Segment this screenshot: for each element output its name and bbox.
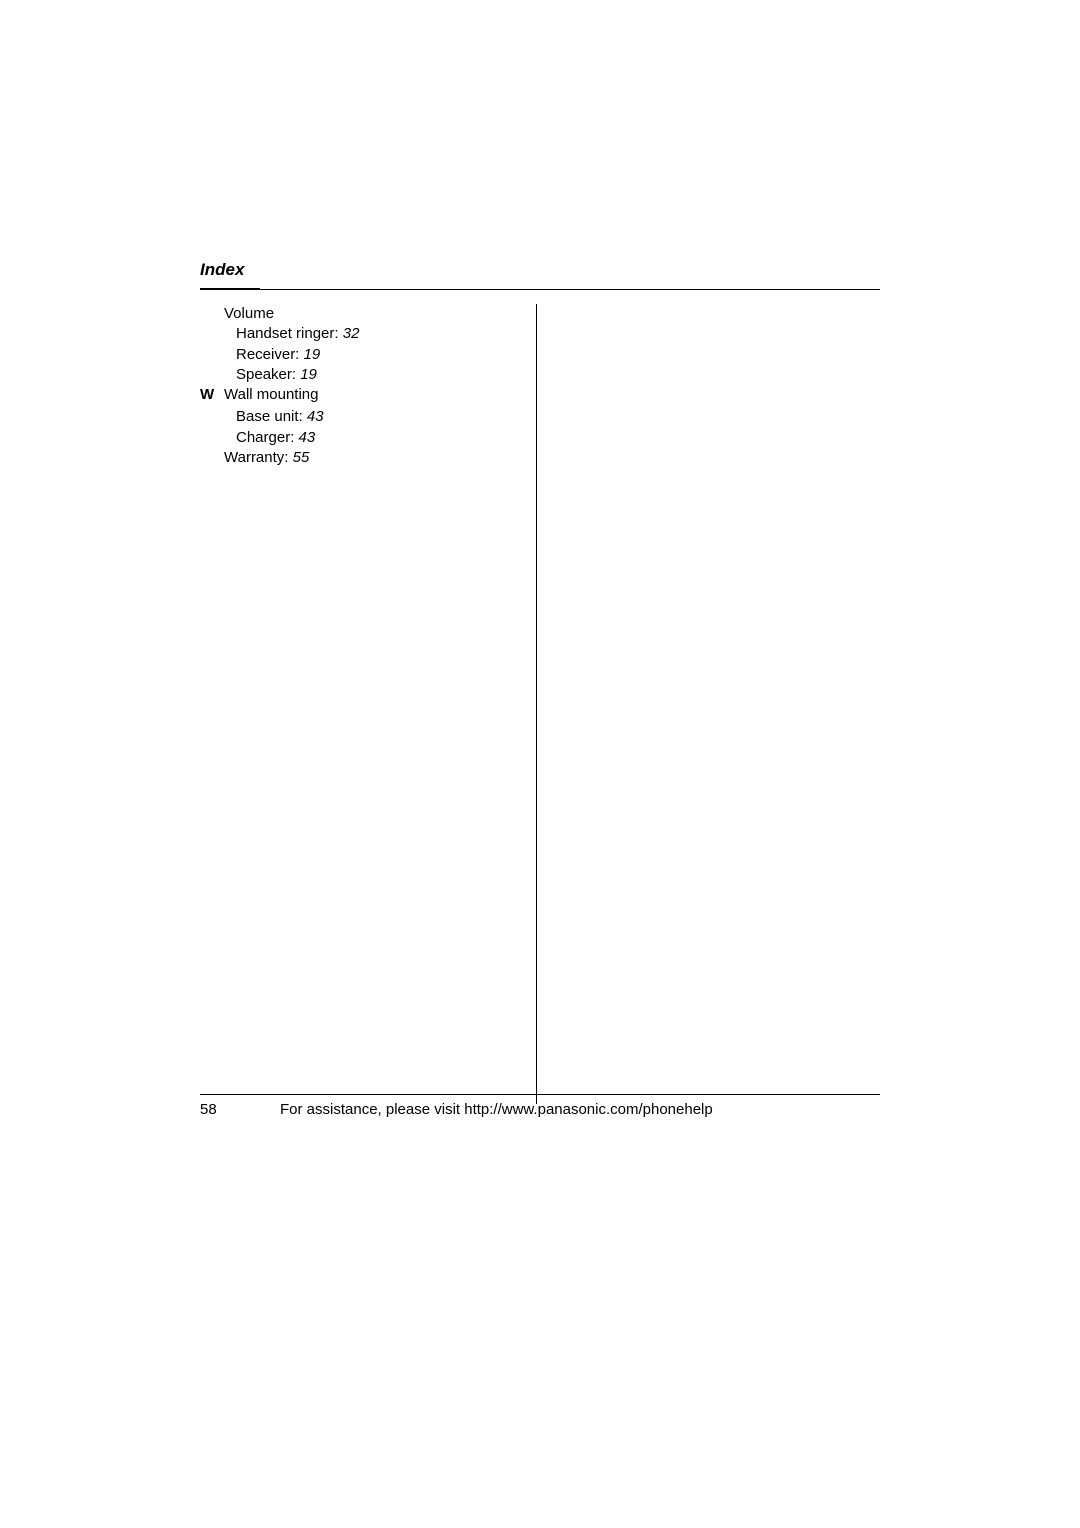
index-entry: Wall mounting	[224, 385, 318, 405]
index-entry: Warranty: 55	[200, 448, 520, 468]
index-subentry: Base unit: 43	[200, 407, 520, 427]
page-footer: 58 For assistance, please visit http://w…	[200, 1094, 880, 1118]
index-subentry: Charger: 43	[200, 428, 520, 448]
entry-page: 43	[299, 429, 316, 446]
entry-page: 55	[293, 449, 310, 466]
index-subentry: Speaker: 19	[200, 365, 520, 385]
entry-label: Handset ringer:	[218, 325, 339, 342]
column-divider	[536, 304, 537, 1104]
footer-line: 58 For assistance, please visit http://w…	[200, 1101, 880, 1118]
assistance-text: For assistance, please visit http://www.…	[280, 1101, 880, 1118]
entry-page: 19	[304, 346, 321, 363]
index-subentry: Handset ringer: 32	[200, 324, 520, 344]
index-subentry: Receiver: 19	[200, 345, 520, 365]
entry-page: 43	[307, 408, 324, 425]
index-left-column: Volume Handset ringer: 32 Receiver: 19 S…	[200, 304, 520, 468]
index-entry: Volume	[200, 304, 520, 324]
footer-rule	[200, 1094, 880, 1095]
index-heading: Index	[200, 260, 880, 286]
entry-label: Warranty:	[224, 449, 288, 466]
index-letter-group: WWall mounting	[200, 385, 520, 405]
entry-label: Speaker:	[218, 366, 296, 383]
index-columns: Volume Handset ringer: 32 Receiver: 19 S…	[200, 304, 880, 1094]
entry-label: Charger:	[218, 429, 294, 446]
entry-label: Receiver:	[218, 346, 299, 363]
page-number: 58	[200, 1101, 280, 1118]
entry-label: Base unit:	[218, 408, 303, 425]
page-content: Index Volume Handset ringer: 32 Receiver…	[200, 260, 880, 1094]
entry-page: 19	[300, 366, 317, 383]
entry-label: Volume	[224, 305, 274, 322]
entry-label: Wall mounting	[224, 386, 318, 403]
heading-rule-thin	[200, 289, 880, 290]
index-letter: W	[200, 385, 224, 405]
entry-page: 32	[343, 325, 360, 342]
